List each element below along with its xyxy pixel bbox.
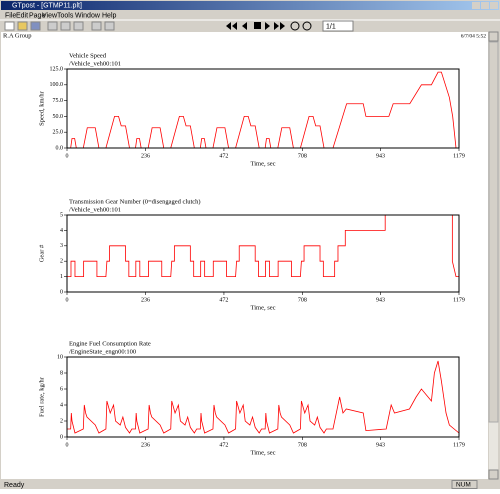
x-axis-label: Time, sec: [250, 304, 275, 311]
x-tick-label: 708: [298, 153, 307, 159]
x-tick-label: 0: [66, 297, 69, 303]
x-tick-label: 1179: [453, 297, 465, 303]
close-button[interactable]: [490, 2, 498, 9]
y-tick-label: 0.0: [56, 145, 64, 151]
help-button[interactable]: [104, 21, 115, 31]
x-tick-label: 943: [376, 297, 385, 303]
copy-button[interactable]: [60, 21, 71, 31]
menu-item[interactable]: Edit: [16, 12, 28, 19]
x-tick-label: 708: [298, 297, 307, 303]
y-tick-label: 3: [60, 243, 63, 249]
page-field[interactable]: [322, 20, 354, 32]
cut-button[interactable]: [47, 21, 58, 31]
chart-title: Engine Fuel Consumption Rate: [69, 340, 151, 347]
menu-item[interactable]: Tools: [57, 12, 74, 19]
x-tick-label: 236: [141, 442, 150, 448]
chart-subtitle: /Vehicle_veh00:101: [69, 206, 121, 213]
next-button[interactable]: [265, 22, 270, 30]
chart-title: Vehicle Speed: [69, 52, 107, 59]
title-bar: [1, 1, 499, 10]
status-bar: [0, 480, 500, 489]
page-field-text: 1/1: [326, 23, 336, 30]
status-num: NUM: [456, 482, 471, 489]
x-tick-label: 708: [298, 442, 307, 448]
print-button[interactable]: [91, 21, 102, 31]
header-right: 6/7/04 5:52: [461, 33, 486, 39]
zoom-in-button[interactable]: [290, 21, 300, 31]
y-tick-label: 4: [60, 228, 63, 234]
save-button[interactable]: [30, 21, 41, 31]
menu-item[interactable]: Window: [75, 12, 101, 19]
y-tick-label: 0: [60, 434, 63, 440]
data-line: [67, 214, 459, 277]
scroll-thumb[interactable]: [488, 41, 499, 423]
chart-subtitle: /Vehicle_veh00:101: [69, 60, 121, 67]
x-tick-label: 0: [66, 153, 69, 159]
maximize-button[interactable]: [481, 2, 489, 9]
x-tick-label: 943: [376, 153, 385, 159]
data-line: [67, 360, 460, 434]
menu-item[interactable]: Page: [29, 12, 45, 19]
menu-item[interactable]: View: [42, 12, 58, 19]
y-tick-label: 75.0: [53, 98, 64, 104]
window-title: GTpost - [GTMP11.plt]: [12, 2, 82, 9]
zoom-out-button[interactable]: [302, 21, 312, 31]
y-tick-label: 0: [60, 289, 63, 295]
header-left: R.A Group: [3, 32, 32, 39]
menu-item[interactable]: Help: [102, 12, 117, 19]
y-tick-label: 125.0: [50, 66, 64, 72]
x-tick-label: 1179: [453, 442, 465, 448]
x-tick-label: 0: [66, 442, 69, 448]
minimize-button[interactable]: [472, 2, 480, 9]
plot-frame: [66, 214, 460, 293]
last-button[interactable]: [274, 22, 285, 30]
y-tick-label: 5: [60, 212, 63, 218]
scroll-down[interactable]: [488, 469, 499, 480]
x-tick-label: 1179: [453, 153, 465, 159]
x-axis-label: Time, sec: [250, 449, 275, 456]
y-tick-label: 8: [60, 370, 63, 376]
y-axis-label: Speed, km/hr: [38, 90, 45, 125]
toolbar: 1/1: [4, 20, 354, 32]
document-area: [1, 32, 488, 479]
y-tick-label: 50.0: [53, 114, 64, 120]
y-axis-label: Gear #: [38, 244, 45, 262]
y-tick-label: 2: [60, 418, 63, 424]
open-button[interactable]: [17, 21, 28, 31]
paste-button[interactable]: [73, 21, 84, 31]
x-axis-label: Time, sec: [250, 160, 275, 167]
y-tick-label: 6: [60, 386, 63, 392]
status-text: Ready: [4, 482, 25, 489]
y-tick-label: 1: [60, 274, 63, 280]
x-tick-label: 943: [376, 442, 385, 448]
x-tick-label: 236: [141, 153, 150, 159]
plot-frame: [66, 68, 460, 149]
y-axis-label: Fuel rate, kg/hr: [38, 376, 45, 417]
first-button[interactable]: [226, 22, 237, 30]
y-tick-label: 2: [60, 259, 63, 265]
y-tick-label: 10: [57, 354, 63, 360]
x-tick-label: 472: [219, 297, 228, 303]
y-tick-label: 100.0: [50, 82, 64, 88]
menu-item[interactable]: File: [5, 12, 16, 19]
x-tick-label: 472: [219, 442, 228, 448]
chart-subtitle: /EngineState_engn00:100: [69, 348, 136, 355]
x-tick-label: 236: [141, 297, 150, 303]
x-tick-label: 472: [219, 153, 228, 159]
y-tick-label: 25.0: [53, 130, 64, 136]
new-button[interactable]: [4, 21, 15, 31]
plot-frame: [66, 356, 460, 438]
scroll-up[interactable]: [488, 31, 499, 42]
prev-button[interactable]: [242, 22, 247, 30]
data-line: [67, 71, 459, 149]
stop-button[interactable]: [254, 22, 261, 29]
y-tick-label: 4: [60, 402, 63, 408]
chart-title: Transmission Gear Number (0=disengaged c…: [69, 198, 201, 205]
